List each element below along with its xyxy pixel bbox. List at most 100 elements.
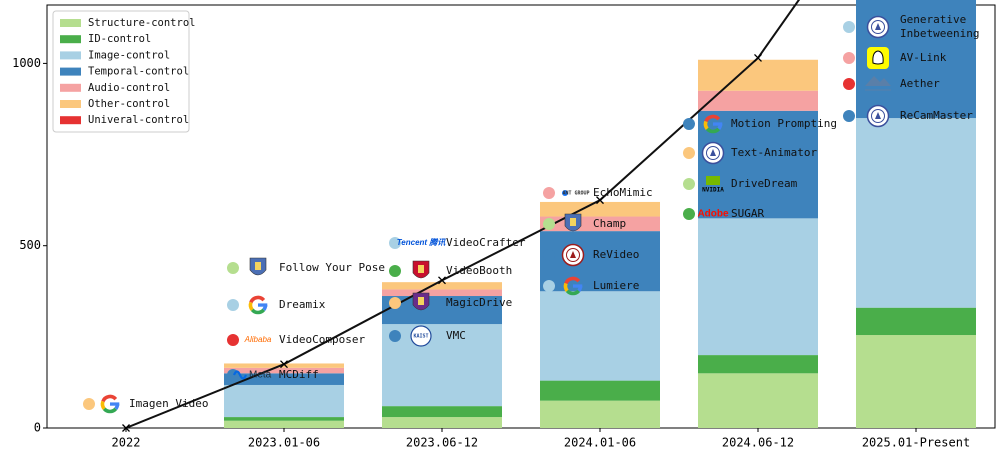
crest-mark: [255, 262, 261, 270]
annotation-item: Generative Inbetweening: [843, 13, 979, 40]
trend-marker-x: [122, 424, 130, 432]
logo-wordmark: NVIDIA: [702, 187, 724, 194]
x-axis: 2022 2023.01-06 2023.06-12 2024.01-06 2024.0…: [112, 428, 970, 450]
google-arc: [705, 127, 721, 134]
y-tick-label: 1000: [12, 56, 41, 70]
annotation-label: Aether: [900, 77, 940, 90]
annotation-color-dot: [83, 398, 95, 410]
annotation-item: Imagen Video: [83, 394, 208, 414]
legend-swatch: [60, 35, 81, 44]
mountain-shape: [865, 76, 891, 86]
annotation-label-line: Inbetweening: [900, 27, 979, 40]
annotation-item: Motion Prompting: [683, 114, 837, 134]
google-bar: [110, 402, 120, 406]
legend-swatch: [60, 116, 81, 125]
bar-segment-image-control: [382, 324, 502, 407]
trend-line-group: [122, 0, 801, 432]
bar-segment-structure-control: [224, 420, 344, 428]
legend-label: Temporal-control: [88, 66, 189, 78]
crest-mark: [418, 297, 424, 305]
google-logo: [248, 295, 268, 315]
bar-segment-audio-control: [382, 289, 502, 297]
snapchat-ghost: [872, 50, 884, 65]
annotation-label: Champ: [593, 217, 626, 230]
trend-marker-x: [280, 360, 288, 369]
bar-segment-id-control: [698, 355, 818, 374]
x-tick-label: 2023.01-06: [248, 436, 320, 450]
annotation-item: ReCamMaster: [843, 104, 973, 128]
crest-mark: [418, 265, 424, 273]
legend-label: Univeral-control: [88, 114, 189, 126]
annotation-color-dot: [843, 78, 855, 90]
bar-segment-temporal-control: [224, 373, 344, 385]
annotation-color-dot: [683, 147, 695, 159]
cuhk-crest-logo: [412, 292, 430, 311]
marker-stroke: [122, 424, 130, 432]
annotation-label: ReCamMaster: [900, 109, 973, 122]
annotation-label: Generative Inbetweening: [900, 13, 979, 40]
annotation-item: Aether: [843, 76, 940, 91]
annotation-label: MCDiff: [279, 368, 319, 381]
meta-logo: Meta: [232, 370, 272, 381]
google-logo: [703, 114, 723, 134]
legend-box: [52, 10, 190, 133]
annotation-color-dot: [683, 178, 695, 190]
annotation-label: ReVideo: [593, 248, 639, 261]
annotation-label: VideoBooth: [446, 264, 512, 277]
google-arc: [250, 308, 266, 315]
university-crest-logo: [249, 257, 267, 276]
legend-swatch: [60, 100, 81, 108]
annotation-item: ANT GROUP EchoMimic: [543, 186, 653, 199]
seal-emblem: [875, 23, 881, 30]
alibaba-logo: Alibaba: [244, 335, 272, 344]
annotation-color-dot: [843, 21, 855, 33]
annotation-item: Follow Your Pose: [227, 257, 385, 276]
legend-swatch: [60, 67, 81, 76]
marker-stroke: [280, 360, 288, 369]
bar-segment-other-control: [540, 201, 660, 217]
annotation-label: AV-Link: [900, 51, 947, 64]
seal-emblem: [570, 251, 576, 258]
annotation-label-line: Generative: [900, 13, 966, 26]
legend-label: Audio-control: [88, 82, 170, 94]
y-tick-label: 0: [34, 421, 41, 435]
x-tick-label: 2023.06-12: [406, 436, 478, 450]
tencent-logo: Tencent 腾讯: [397, 238, 447, 247]
bar-segment-image-control: [698, 218, 818, 356]
kaist-circle: [410, 325, 432, 347]
annotation-item: Alibaba VideoComposer: [227, 333, 365, 346]
annotation-label: MagicDrive: [446, 296, 512, 309]
annotation-label: Lumiere: [593, 279, 639, 292]
annotation-item: Meta MCDiff: [227, 368, 319, 381]
bar-segment-image-control: [856, 118, 976, 308]
plot-frame: [46, 4, 996, 429]
annotation-label: Follow Your Pose: [279, 261, 385, 274]
annotation-color-dot: [683, 208, 695, 220]
legend-label: Image-control: [88, 49, 170, 61]
annotation-label: VideoComposer: [279, 333, 365, 346]
annotation-item: Adobe SUGAR: [683, 207, 764, 220]
bar-segment-other-control: [698, 59, 818, 91]
annotation-color-dot: [389, 297, 401, 309]
seal-inner: [706, 146, 720, 160]
annotation-item: Dreamix: [227, 295, 326, 315]
ntu-logo: [412, 260, 430, 279]
google-logo: [563, 276, 583, 296]
annotation-item: MagicDrive: [389, 292, 512, 311]
university-seal-logo: [866, 15, 890, 39]
google-arc: [563, 282, 569, 292]
annotation-color-dot: [543, 187, 555, 199]
bar-segment-image-control: [224, 384, 344, 418]
shanghai-ai-lab-logo: [865, 76, 891, 91]
annotation-item: VideoBooth: [389, 260, 512, 279]
google-arc: [704, 114, 721, 123]
bar-segment-structure-control: [382, 417, 502, 428]
annotation-label: DriveDream: [731, 177, 798, 190]
annotation-color-dot: [389, 330, 401, 342]
legend-label: Structure-control: [88, 17, 195, 29]
trend-marker-x: [438, 276, 446, 285]
seal-inner: [871, 109, 885, 123]
annotation-color-dot: [227, 299, 239, 311]
annotation-item: KAIST VMC: [389, 325, 466, 347]
